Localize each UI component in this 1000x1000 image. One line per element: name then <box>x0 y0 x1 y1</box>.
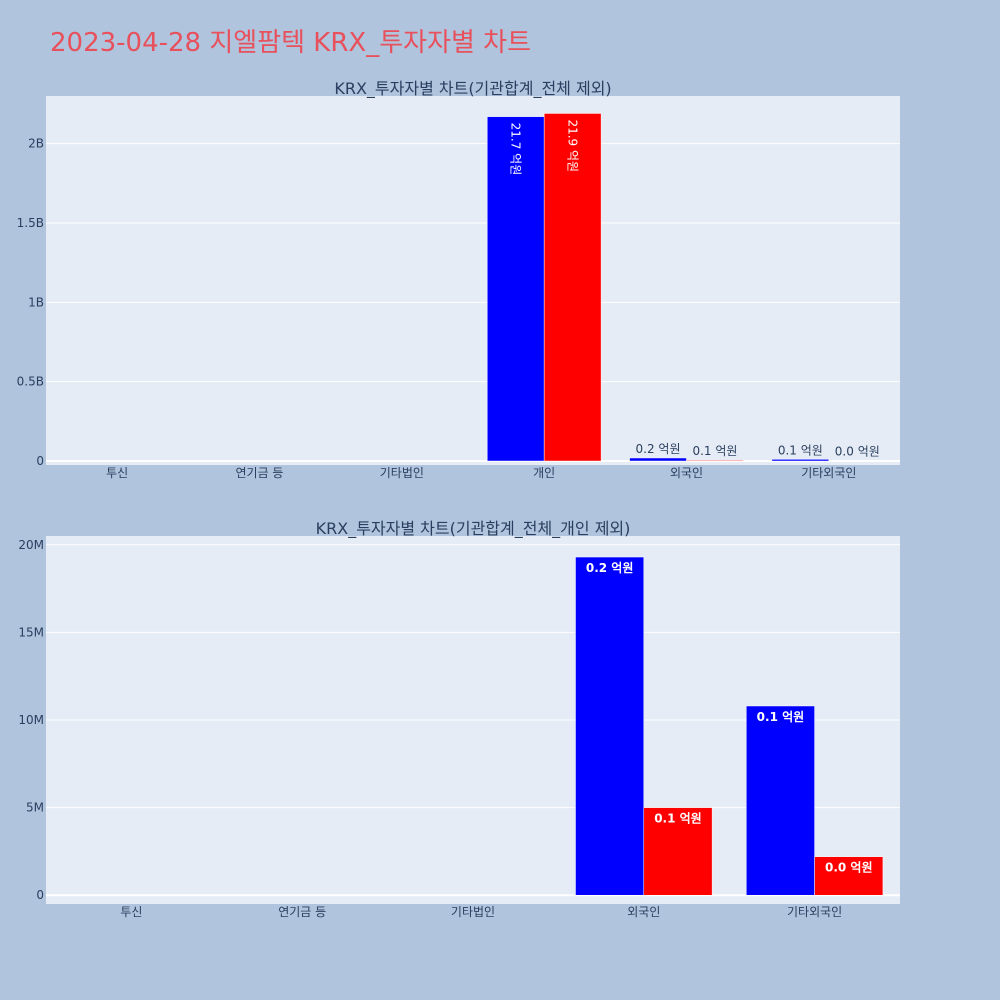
x-tick-label: 외국인 <box>670 466 703 480</box>
chart-title: KRX_투자자별 차트(기관합계_전체_개인 제외) <box>316 519 631 539</box>
x-tick-label: 연기금 등 <box>278 905 326 919</box>
x-tick-label: 외국인 <box>627 905 660 919</box>
y-tick-label: 1B <box>28 295 44 309</box>
data-label: 0.2 억원 <box>636 442 681 456</box>
x-tick-label: 투신 <box>106 466 128 480</box>
bar <box>771 459 830 462</box>
y-tick-label: 1.5B <box>17 216 44 230</box>
data-label: 0.1 억원 <box>757 710 805 724</box>
y-tick-label: 5M <box>26 801 44 815</box>
chart-bottom: 0 5M 10M 15M 20M KRX_투자자별 차트(기관합계_전체_개인 제외) 투신… <box>18 519 900 919</box>
x-tick-label: 기타법인 <box>451 905 495 919</box>
bar <box>575 556 645 896</box>
x-tick-label: 개인 <box>533 466 555 480</box>
x-tick-label: 기타외국인 <box>787 905 842 919</box>
bar <box>543 113 602 462</box>
data-label: 0.0 억원 <box>835 445 880 459</box>
x-tick-label: 기타외국인 <box>801 466 856 480</box>
y-tick-label: 10M <box>18 713 44 727</box>
x-tick-label: 기타법인 <box>380 466 424 480</box>
bar <box>686 459 744 462</box>
x-tick-label: 연기금 등 <box>236 466 284 480</box>
y-tick-label: 0 <box>36 888 44 902</box>
bar <box>629 457 687 462</box>
y-tick-label: 20M <box>18 538 44 552</box>
data-label: 0.0 억원 <box>825 861 873 875</box>
y-tick-label: 15M <box>18 625 44 639</box>
bar <box>814 856 884 896</box>
x-tick-label: 투신 <box>120 905 142 919</box>
chart-title: KRX_투자자별 차트(기관합계_전체 제외) <box>334 79 611 99</box>
data-label: 0.2 억원 <box>586 561 634 575</box>
data-label: 0.1 억원 <box>778 443 823 457</box>
bar <box>486 116 545 462</box>
page-title: 2023-04-28 지엘팜텍 KRX_투자자별 차트 <box>50 28 532 58</box>
y-tick-label: 0.5B <box>17 375 44 389</box>
bar <box>643 807 713 896</box>
data-label: 0.1 억원 <box>654 812 702 826</box>
data-label: 21.9 억원 <box>565 119 579 172</box>
chart-top: 0 0.5B 1B 1.5B 2B KRX_투자자별 차트(기관합계_전체 제외) 투신 연기… <box>17 79 900 480</box>
data-label: 21.7 억원 <box>509 123 523 176</box>
y-tick-label: 0 <box>36 454 44 468</box>
bar <box>746 705 815 896</box>
plot-area <box>46 96 900 465</box>
y-tick-label: 2B <box>28 137 44 151</box>
data-label: 0.1 억원 <box>692 444 737 458</box>
